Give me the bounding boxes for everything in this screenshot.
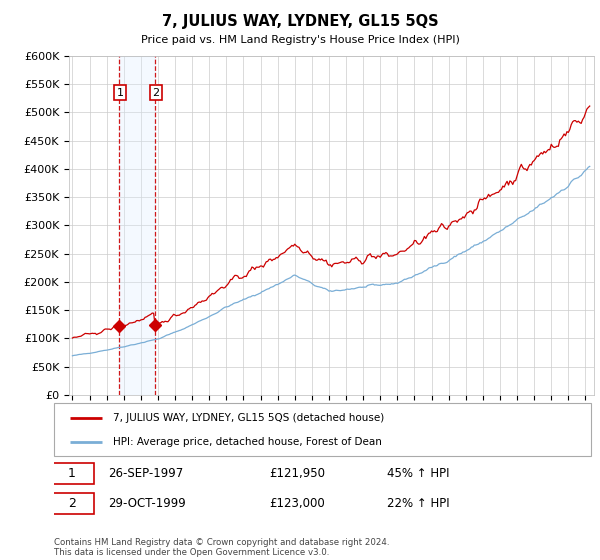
Text: Contains HM Land Registry data © Crown copyright and database right 2024.
This d: Contains HM Land Registry data © Crown c… <box>54 538 389 557</box>
Text: Price paid vs. HM Land Registry's House Price Index (HPI): Price paid vs. HM Land Registry's House … <box>140 35 460 45</box>
Text: 2: 2 <box>68 497 76 510</box>
Text: 45% ↑ HPI: 45% ↑ HPI <box>387 467 449 480</box>
FancyBboxPatch shape <box>54 403 591 456</box>
Text: 26-SEP-1997: 26-SEP-1997 <box>108 467 183 480</box>
Text: 1: 1 <box>116 88 124 97</box>
Text: 22% ↑ HPI: 22% ↑ HPI <box>387 497 449 510</box>
FancyBboxPatch shape <box>49 463 94 484</box>
Text: 2: 2 <box>152 88 160 97</box>
Text: £123,000: £123,000 <box>269 497 325 510</box>
Text: 29-OCT-1999: 29-OCT-1999 <box>108 497 185 510</box>
Text: £121,950: £121,950 <box>269 467 325 480</box>
Bar <box>119 56 155 395</box>
Text: 7, JULIUS WAY, LYDNEY, GL15 5QS (detached house): 7, JULIUS WAY, LYDNEY, GL15 5QS (detache… <box>113 413 385 423</box>
Text: 1: 1 <box>68 467 76 480</box>
Text: HPI: Average price, detached house, Forest of Dean: HPI: Average price, detached house, Fore… <box>113 437 382 447</box>
FancyBboxPatch shape <box>49 493 94 515</box>
Text: 7, JULIUS WAY, LYDNEY, GL15 5QS: 7, JULIUS WAY, LYDNEY, GL15 5QS <box>161 14 439 29</box>
